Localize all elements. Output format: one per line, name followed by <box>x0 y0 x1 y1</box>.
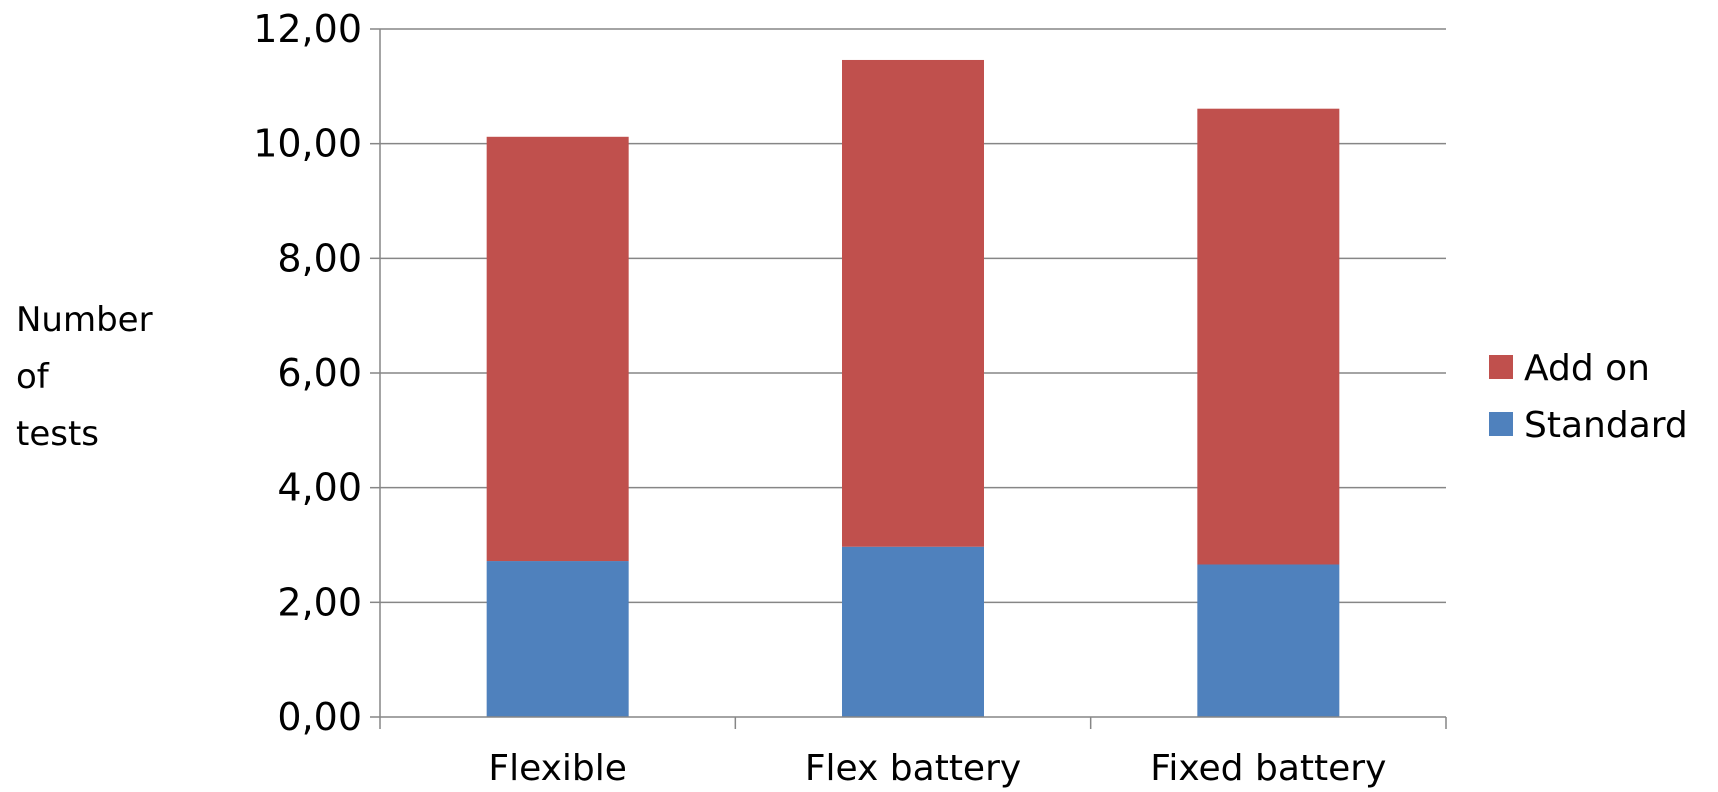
axes <box>370 28 1447 729</box>
y-tick-label: 4,00 <box>277 466 362 510</box>
bar-standard <box>842 546 984 717</box>
legend: Add on Standard <box>1489 348 1688 446</box>
bars <box>486 59 1340 717</box>
legend-swatch-add-on <box>1489 355 1513 379</box>
y-tick-label: 12,00 <box>253 7 362 51</box>
bar-add-on <box>1197 108 1340 565</box>
y-axis-label-line: of <box>16 357 50 397</box>
legend-swatch-standard <box>1489 412 1513 436</box>
legend-label: Standard <box>1524 405 1688 446</box>
y-tick-label: 8,00 <box>277 236 362 280</box>
y-axis-label-line: Number <box>16 300 153 340</box>
bar-add-on <box>486 136 629 562</box>
y-axis-label: Number of tests <box>16 300 153 454</box>
legend-label: Add on <box>1524 348 1650 389</box>
x-tick-label: Flexible <box>488 748 627 789</box>
bar-standard <box>1197 564 1340 717</box>
bar-add-on <box>842 59 984 547</box>
x-tick-label: Fixed battery <box>1150 748 1386 789</box>
bar-standard <box>486 561 629 717</box>
y-tick-label: 6,00 <box>277 351 362 395</box>
x-tick-labels: Flexible Flex battery Fixed battery <box>488 748 1386 789</box>
y-tick-label: 10,00 <box>253 122 362 166</box>
y-tick-label: 0,00 <box>277 695 362 739</box>
y-tick-label: 2,00 <box>277 580 362 624</box>
x-tick-label: Flex battery <box>805 748 1021 789</box>
y-tick-labels: 0,00 2,00 4,00 6,00 8,00 10,00 12,00 <box>253 7 362 739</box>
y-axis-label-line: tests <box>16 414 99 454</box>
